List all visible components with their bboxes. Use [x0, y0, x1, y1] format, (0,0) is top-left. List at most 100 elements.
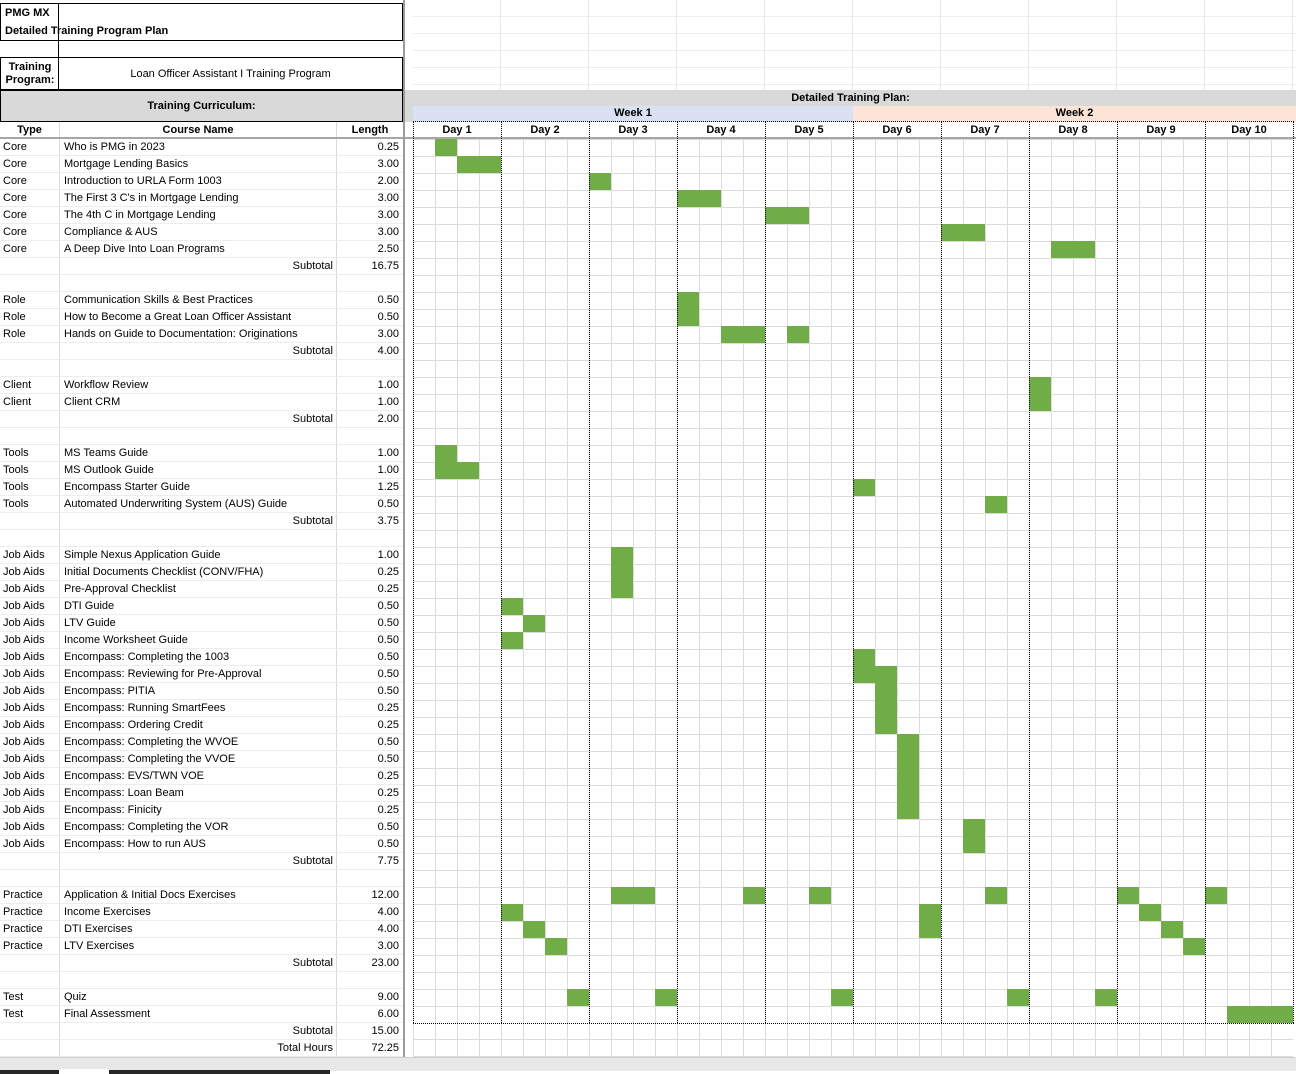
training-program-label[interactable]: Training Program:: [5, 60, 55, 86]
gantt-bar[interactable]: [941, 224, 985, 241]
cell-type[interactable]: [0, 530, 60, 546]
column-header-length[interactable]: Length: [351, 124, 389, 136]
cell-course-name[interactable]: Simple Nexus Application Guide: [60, 547, 337, 563]
cell-length[interactable]: 0.50: [377, 651, 399, 663]
gantt-bar[interactable]: [1029, 394, 1051, 411]
gantt-bar[interactable]: [1183, 938, 1205, 955]
cell-course-name[interactable]: DTI Exercises: [60, 921, 337, 937]
cell-type[interactable]: Job Aids: [0, 564, 60, 580]
cell-course-name[interactable]: Encompass: PITIA: [60, 683, 337, 699]
column-header-course-name[interactable]: Course Name: [60, 122, 337, 139]
cell-label[interactable]: [60, 360, 337, 376]
gantt-bar[interactable]: [809, 887, 831, 904]
gantt-bar[interactable]: [853, 666, 897, 683]
cell-type[interactable]: [0, 428, 60, 444]
cell-length[interactable]: 0.50: [377, 600, 399, 612]
cell-type[interactable]: [0, 853, 60, 869]
cell-type[interactable]: [0, 360, 60, 376]
day-header-4[interactable]: Day 4: [706, 124, 736, 136]
gantt-bar[interactable]: [611, 547, 633, 564]
gantt-bar[interactable]: [831, 989, 853, 1006]
plan-section-header[interactable]: Detailed Training Plan:: [405, 90, 1296, 106]
gantt-bar[interactable]: [611, 581, 633, 598]
cell-type[interactable]: Job Aids: [0, 819, 60, 835]
cell-length[interactable]: 3.00: [377, 940, 399, 952]
cell-length[interactable]: 0.50: [377, 838, 399, 850]
cell-type[interactable]: [0, 1040, 60, 1056]
cell-type[interactable]: Job Aids: [0, 547, 60, 563]
cell-length[interactable]: 1.00: [377, 379, 399, 391]
cell-type[interactable]: Role: [0, 309, 60, 325]
cell-course-name[interactable]: LTV Guide: [60, 615, 337, 631]
gantt-bar[interactable]: [1205, 887, 1227, 904]
curriculum-section-header[interactable]: Training Curriculum:: [0, 90, 403, 122]
cell-label[interactable]: [60, 972, 337, 988]
cell-course-name[interactable]: DTI Guide: [60, 598, 337, 614]
gantt-bar[interactable]: [523, 615, 545, 632]
training-program-value[interactable]: Loan Officer Assistant I Training Progra…: [130, 67, 331, 80]
cell-type[interactable]: Test: [0, 1006, 60, 1022]
gantt-bar[interactable]: [1227, 1006, 1293, 1023]
cell-type[interactable]: Core: [0, 224, 60, 240]
day-header-3[interactable]: Day 3: [618, 124, 648, 136]
cell-type[interactable]: [0, 411, 60, 427]
cell-type[interactable]: Job Aids: [0, 598, 60, 614]
cell-label[interactable]: Total Hours: [60, 1040, 337, 1056]
cell-course-name[interactable]: Income Worksheet Guide: [60, 632, 337, 648]
cell-type[interactable]: Core: [0, 173, 60, 189]
gantt-bar[interactable]: [457, 156, 501, 173]
cell-type[interactable]: Test: [0, 989, 60, 1005]
cell-type[interactable]: Client: [0, 394, 60, 410]
cell-label[interactable]: [60, 428, 337, 444]
cell-length[interactable]: [337, 275, 403, 291]
cell-course-name[interactable]: Workflow Review: [60, 377, 337, 393]
cell-type[interactable]: Practice: [0, 887, 60, 903]
cell-length[interactable]: 23.00: [371, 957, 399, 969]
cell-length[interactable]: 0.25: [377, 566, 399, 578]
gantt-bar[interactable]: [765, 207, 809, 224]
cell-type[interactable]: Tools: [0, 445, 60, 461]
day-header-7[interactable]: Day 7: [970, 124, 1000, 136]
cell-length[interactable]: 0.25: [377, 583, 399, 595]
cell-length[interactable]: [337, 870, 403, 886]
cell-label[interactable]: Subtotal: [60, 343, 337, 359]
gantt-bar[interactable]: [919, 904, 941, 921]
gantt-bar[interactable]: [677, 190, 721, 207]
cell-length[interactable]: 1.00: [377, 396, 399, 408]
cell-length[interactable]: 0.25: [377, 770, 399, 782]
cell-length[interactable]: 16.75: [371, 260, 399, 272]
cell-course-name[interactable]: Encompass: Ordering Credit: [60, 717, 337, 733]
cell-label[interactable]: Subtotal: [60, 411, 337, 427]
gantt-bar[interactable]: [435, 139, 457, 156]
gantt-bar[interactable]: [1117, 887, 1139, 904]
cell-type[interactable]: Practice: [0, 938, 60, 954]
gantt-bar[interactable]: [897, 768, 919, 785]
gantt-bar[interactable]: [787, 326, 809, 343]
cell-length[interactable]: 0.25: [377, 787, 399, 799]
gantt-bar[interactable]: [897, 751, 919, 768]
gantt-bar[interactable]: [875, 717, 897, 734]
cell-type[interactable]: [0, 955, 60, 971]
cell-type[interactable]: Job Aids: [0, 802, 60, 818]
cell-length[interactable]: 0.50: [377, 821, 399, 833]
cell-length[interactable]: 0.50: [377, 668, 399, 680]
cell-course-name[interactable]: Encompass: How to run AUS: [60, 836, 337, 852]
cell-length[interactable]: 72.25: [371, 1042, 399, 1054]
day-header-9[interactable]: Day 9: [1146, 124, 1176, 136]
cell-type[interactable]: Job Aids: [0, 836, 60, 852]
column-header-type[interactable]: Type: [0, 122, 60, 139]
cell-length[interactable]: 3.00: [377, 226, 399, 238]
cell-course-name[interactable]: Encompass: EVS/TWN VOE: [60, 768, 337, 784]
cell-course-name[interactable]: Communication Skills & Best Practices: [60, 292, 337, 308]
cell-type[interactable]: Job Aids: [0, 785, 60, 801]
cell-course-name[interactable]: Compliance & AUS: [60, 224, 337, 240]
cell-course-name[interactable]: Introduction to URLA Form 1003: [60, 173, 337, 189]
sheet-tab[interactable]: [59, 1069, 109, 1074]
gantt-bar[interactable]: [611, 564, 633, 581]
cell-label[interactable]: Subtotal: [60, 1023, 337, 1039]
cell-label[interactable]: Subtotal: [60, 853, 337, 869]
gantt-bar[interactable]: [985, 887, 1007, 904]
cell-length[interactable]: 3.75: [377, 515, 399, 527]
cell-type[interactable]: Job Aids: [0, 734, 60, 750]
cell-length[interactable]: 15.00: [371, 1025, 399, 1037]
